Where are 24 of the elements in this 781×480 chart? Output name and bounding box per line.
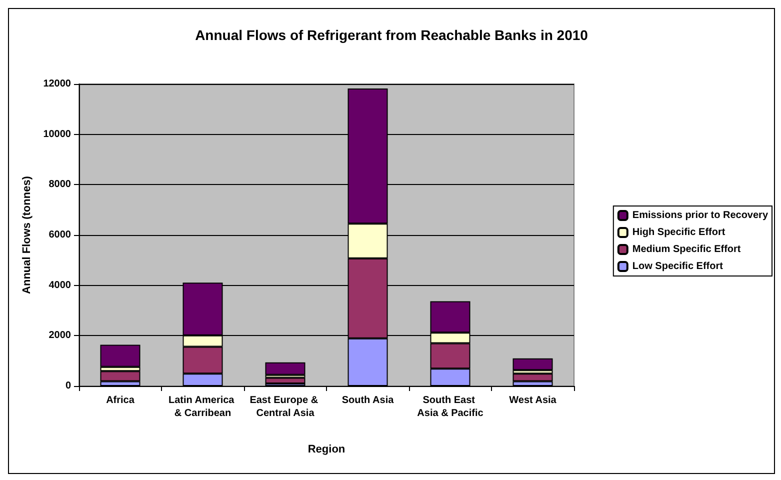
bar <box>265 362 306 375</box>
legend-label: Low Specific Effort <box>632 261 724 272</box>
x-axis-title: Region <box>308 444 346 456</box>
y-tick-label: 8000 <box>48 179 72 190</box>
x-tick-label: West Asia <box>509 395 557 406</box>
legend-label: Emissions prior to Recovery <box>632 210 768 221</box>
bar <box>265 378 306 384</box>
y-tick-label: 10000 <box>43 128 72 140</box>
bar <box>100 344 140 367</box>
legend-label: High Specific Effort <box>632 227 726 238</box>
y-tick-label: 4000 <box>48 280 72 291</box>
y-tick-label: 12000 <box>43 78 72 90</box>
x-tick-label: South East Asia & Pacific <box>417 395 484 419</box>
y-tick-label: 2000 <box>48 330 72 342</box>
x-tick-label: South Asia <box>342 395 394 406</box>
y-tick-label: 0 <box>65 380 72 392</box>
y-axis-title: Annual Flows (tonnes) <box>20 176 33 294</box>
x-tick-label: Latin America & Carribean <box>168 395 238 419</box>
legend-label: Medium Specific Effort <box>632 244 742 255</box>
bar <box>512 358 553 370</box>
x-tick-label: Africa <box>106 395 135 406</box>
chart-title: Annual Flows of Refrigerant from Reachable Banks in 2010 <box>195 27 588 43</box>
y-tick-label: 6000 <box>48 230 72 240</box>
x-tick-label: East Europe & Central Asia <box>250 395 321 419</box>
